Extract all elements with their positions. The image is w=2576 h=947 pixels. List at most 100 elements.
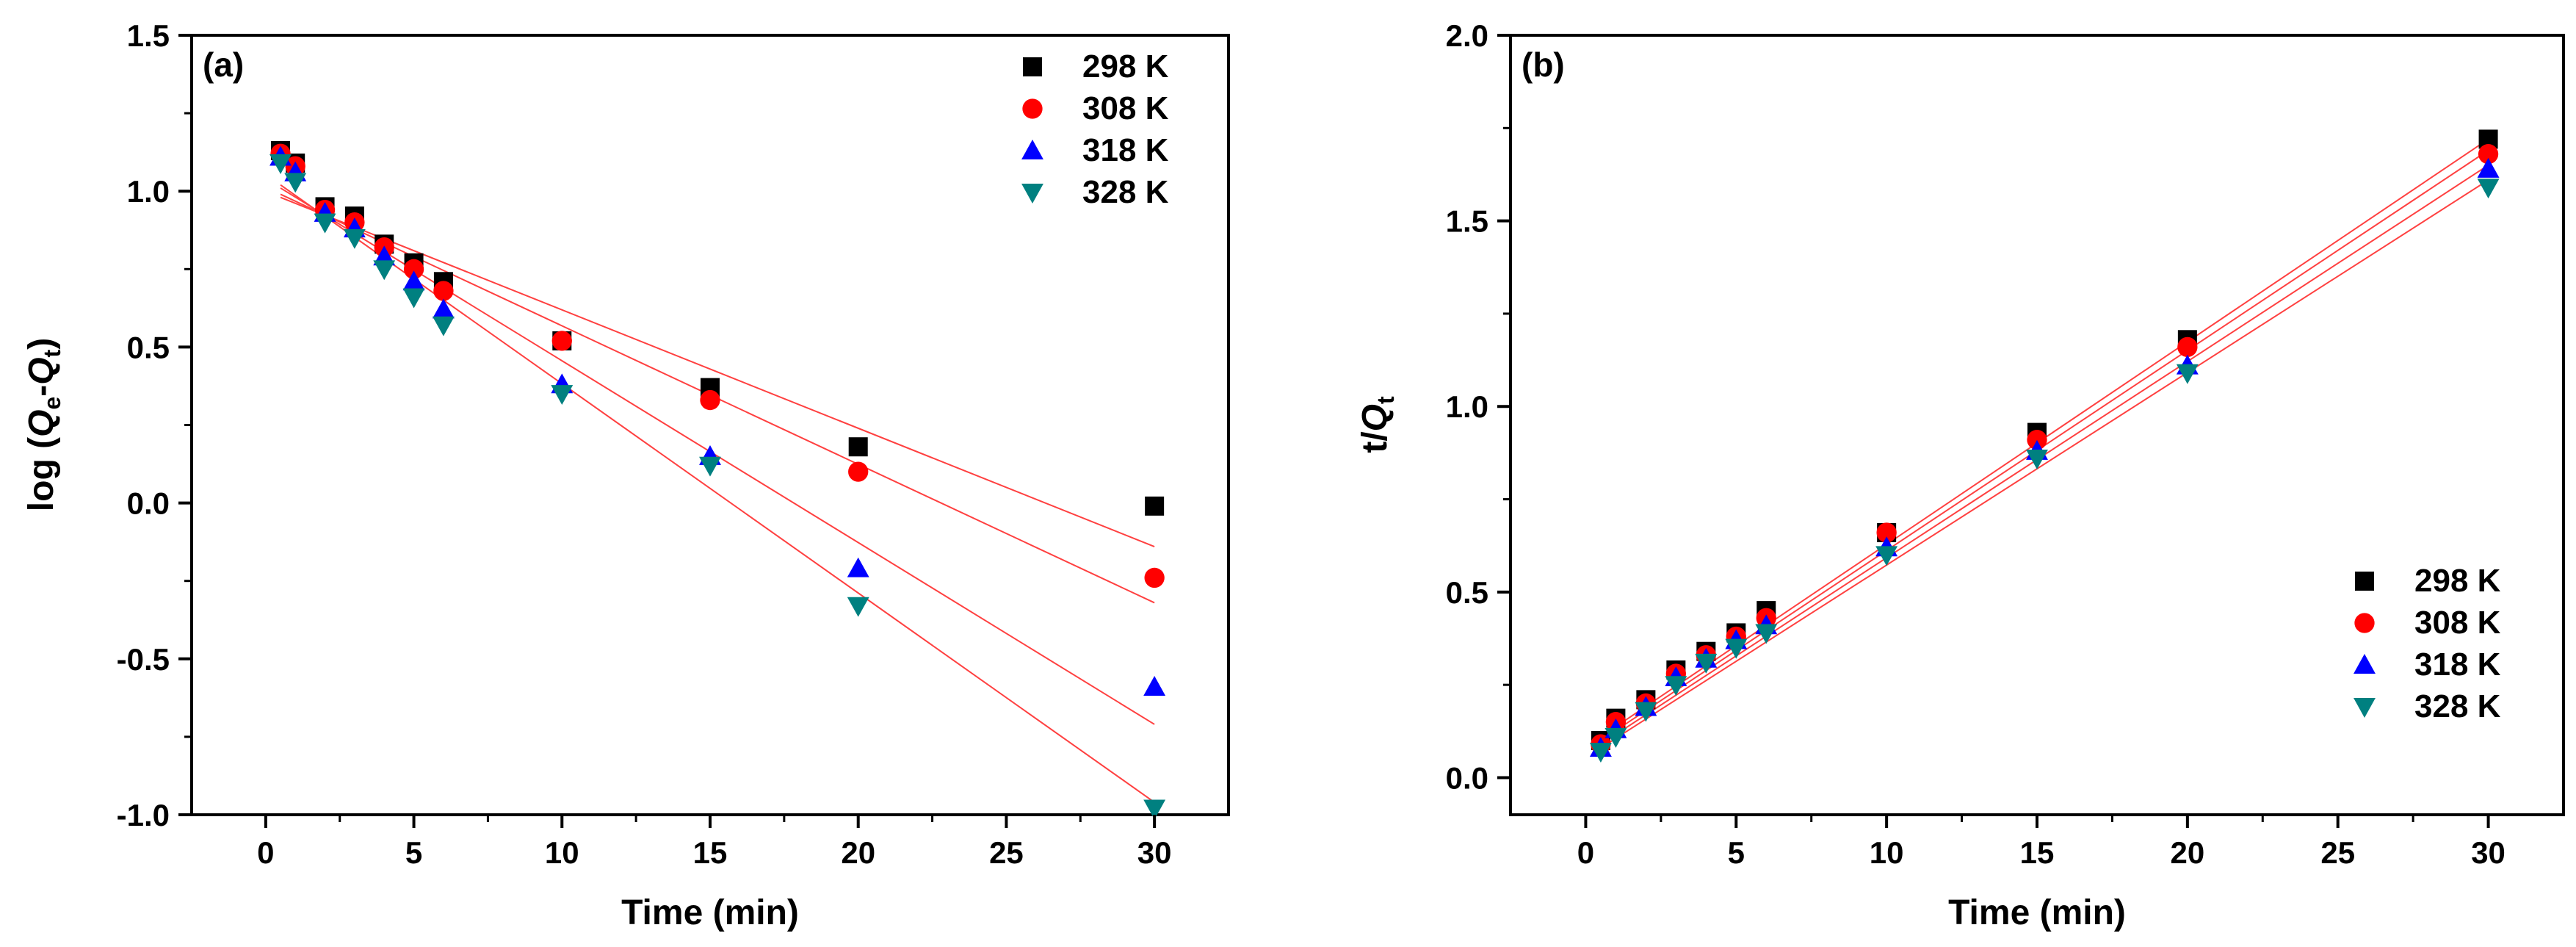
legend-marker: [1023, 57, 1042, 76]
plot-area-frame: [190, 34, 1230, 816]
legend-marker: [2354, 654, 2376, 674]
data-point: [2478, 144, 2499, 165]
panel-b: 0 5 10 15 20 25 30 0.0 0.5 1.0 1.5 2.0 (b) Time (mi…: [1356, 18, 2565, 932]
data-point: [432, 316, 455, 336]
legend-label: 328 K: [2414, 688, 2501, 724]
legend-label: 328 K: [1082, 174, 1169, 210]
data-point: [402, 288, 425, 309]
data-point: [2177, 336, 2198, 358]
x-tick-label: 0: [1577, 835, 1594, 870]
data-point: [2477, 179, 2500, 199]
y-tick-label: -1.0: [117, 798, 170, 832]
x-tick-label: 15: [693, 835, 728, 870]
data-point: [700, 389, 720, 411]
y-axis-title-prefix: t/: [1356, 431, 1394, 453]
x-tick-label: 20: [841, 835, 875, 870]
x-axis-title: Time (min): [1948, 893, 2126, 932]
data-point: [1145, 496, 1165, 516]
y-axis-title-prefix: log (: [22, 437, 61, 511]
data-point: [1143, 676, 1166, 696]
y-axis-title-sub2: t: [39, 349, 65, 357]
data-points: [1589, 129, 2500, 763]
legend-label: 298 K: [1082, 48, 1169, 84]
y-tick-label: 1.0: [1446, 389, 1488, 424]
data-point: [2477, 157, 2500, 178]
x-tick-label: 5: [1728, 835, 1745, 870]
y-tick-label: 0.0: [127, 486, 170, 521]
fit-lines: [280, 184, 1155, 803]
x-axis-title: Time (min): [621, 893, 799, 932]
data-point: [1875, 546, 1898, 566]
data-point: [699, 456, 721, 477]
y-axis-title: t/Qt: [1356, 396, 1399, 453]
x-tick-label: 10: [545, 835, 579, 870]
data-point: [1665, 676, 1687, 696]
data-point: [848, 437, 868, 457]
data-point: [343, 228, 366, 249]
legend: 298 K 308 K 318 K 328 K: [1021, 48, 1169, 210]
data-point: [551, 331, 572, 351]
fit-line: [280, 196, 1155, 547]
legend-marker: [1021, 140, 1043, 159]
axis-ticks: 0 5 10 15 20 25 30 0.0 0.5 1.0 1.5 2.0: [1446, 18, 2506, 870]
data-points: [269, 141, 1166, 820]
x-tick-label: 25: [989, 835, 1024, 870]
x-tick-label: 25: [2320, 835, 2355, 870]
y-axis-title-q1: Q: [1356, 404, 1394, 431]
data-point: [402, 270, 425, 291]
legend-label: 318 K: [1082, 132, 1169, 168]
data-point: [2176, 364, 2199, 384]
data-point: [1143, 799, 1166, 820]
y-tick-label: 2.0: [1446, 18, 1488, 53]
y-tick-label: 1.5: [127, 18, 170, 53]
y-axis-title-dash: -: [22, 385, 61, 397]
x-tick-label: 10: [1870, 835, 1904, 870]
legend-marker: [2354, 613, 2375, 633]
data-point: [1695, 653, 1718, 674]
y-axis-title-q2: Q: [22, 357, 61, 384]
y-tick-label: 1.5: [1446, 204, 1488, 239]
data-point: [2026, 450, 2048, 469]
data-point: [1589, 743, 1612, 763]
x-tick-label: 20: [2170, 835, 2204, 870]
data-point: [1876, 522, 1897, 543]
x-tick-label: 5: [405, 835, 422, 870]
y-tick-label: 0.5: [127, 330, 170, 364]
y-axis-title-q1: Q: [22, 410, 61, 437]
data-point: [314, 213, 336, 234]
legend-label: 318 K: [2414, 647, 2501, 683]
data-point: [432, 298, 455, 319]
data-point: [848, 461, 869, 482]
data-point: [2027, 430, 2047, 450]
y-axis-title: log (Qe-Qt): [22, 338, 65, 511]
data-point: [847, 597, 869, 617]
legend-marker: [2354, 698, 2376, 718]
data-point: [1725, 638, 1748, 659]
data-point: [551, 385, 574, 406]
data-point: [1144, 567, 1165, 588]
legend-marker: [1021, 184, 1043, 204]
x-tick-label: 30: [1137, 835, 1172, 870]
y-axis-title-suffix: ): [22, 338, 61, 350]
data-point: [847, 557, 869, 577]
x-tick-label: 15: [2020, 835, 2055, 870]
data-point: [284, 173, 307, 193]
x-tick-label: 30: [2471, 835, 2506, 870]
y-tick-label: 0.0: [1446, 760, 1488, 795]
legend: 298 K 308 K 318 K 328 K: [2354, 563, 2501, 724]
data-point: [1635, 702, 1657, 722]
y-tick-label: 0.5: [1446, 575, 1488, 610]
legend-label: 298 K: [2414, 563, 2501, 599]
legend-marker: [2355, 572, 2374, 591]
data-point: [373, 260, 396, 281]
legend-marker: [1022, 98, 1043, 119]
data-point: [433, 281, 454, 301]
axis-ticks: 0 5 10 15 20 25 30 -1.0 -0.5 0.0 0.5 1.0 1.5: [117, 18, 1172, 870]
panel-a: 0 5 10 15 20 25 30 -1.0 -0.5 0.0 0.5 1.0 1.5 (a) Tim…: [22, 18, 1230, 932]
panel-label: (a): [203, 46, 244, 84]
data-point: [1755, 624, 1778, 644]
y-axis-title-sub1: t: [1372, 396, 1399, 404]
data-point: [403, 259, 424, 279]
fit-line: [1600, 179, 2489, 749]
data-point: [1604, 727, 1627, 748]
